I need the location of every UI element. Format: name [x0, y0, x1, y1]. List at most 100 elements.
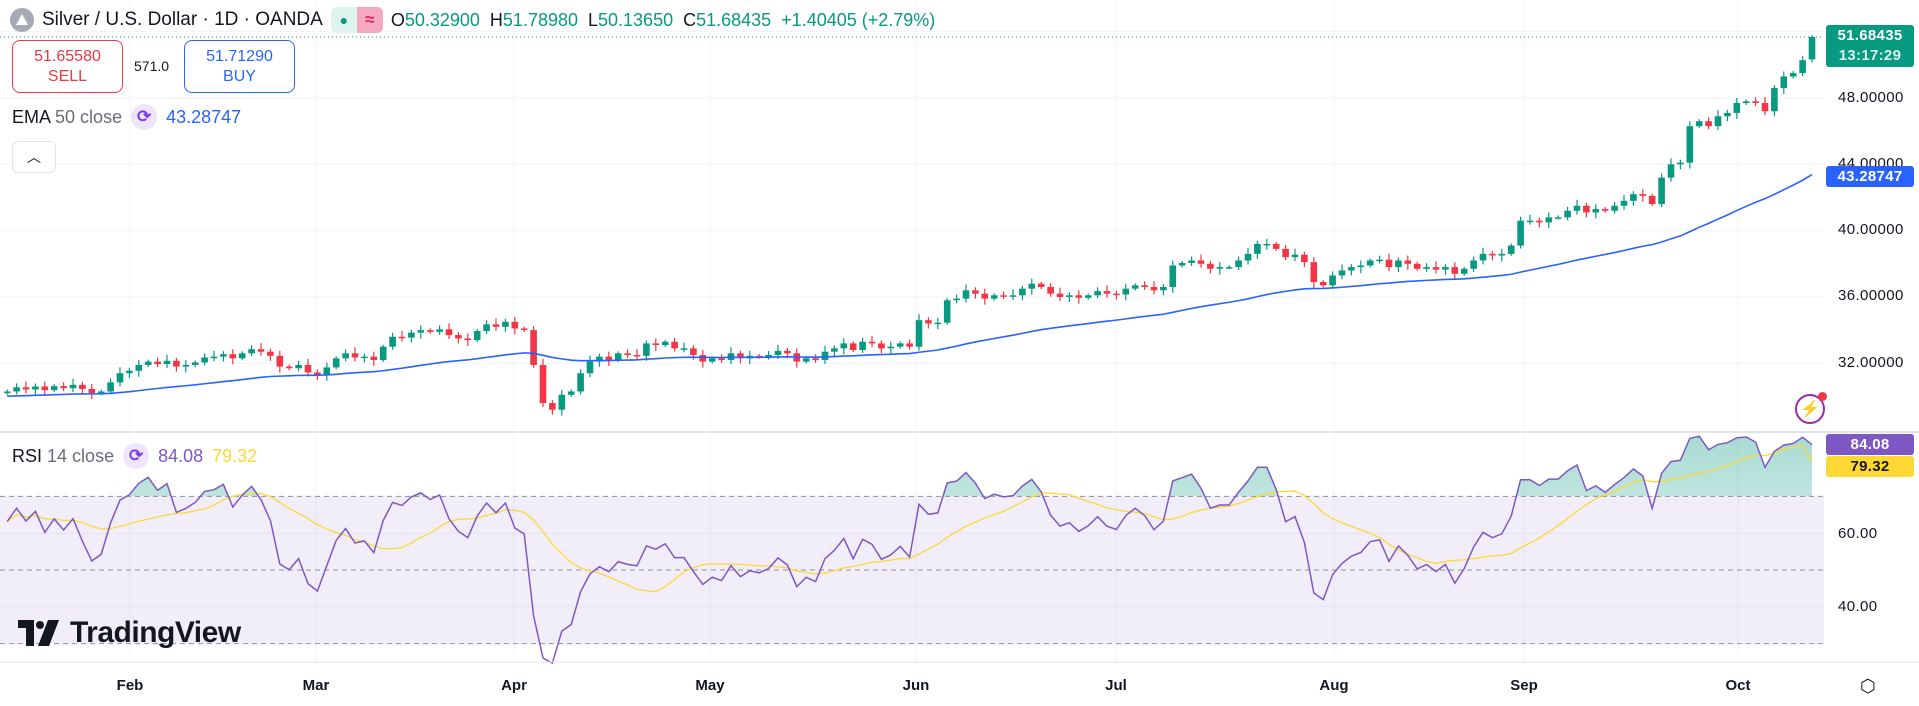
time-axis-label: Aug [1319, 677, 1349, 694]
candle-down [972, 290, 979, 294]
collapse-legend-button[interactable]: ︿ [12, 141, 56, 173]
candle-up [1724, 112, 1731, 117]
time-axis-label: Oct [1725, 677, 1751, 694]
rsi-legend[interactable]: RSI 14 close ⟳ 84.08 79.32 [12, 443, 257, 469]
ohlc-values: O50.32900 H51.78980 L50.13650 C51.68435 … [391, 10, 935, 31]
candle-down [1648, 195, 1656, 205]
time-axis-label: Jun [902, 677, 930, 694]
time-axis-label: Mar [302, 677, 330, 694]
candle-down [1103, 291, 1111, 294]
candle-up [567, 391, 575, 395]
ema-params: 50 close [55, 106, 123, 127]
candle-down [906, 343, 913, 347]
candle-down [426, 330, 434, 332]
candle-up [1357, 265, 1365, 268]
candle-down [925, 320, 932, 324]
bar-countdown: 13:17:29 [1838, 47, 1902, 64]
candle-down [398, 336, 406, 339]
candle-down [690, 348, 697, 355]
candle-down [229, 354, 237, 359]
refresh-icon[interactable]: ⟳ [123, 443, 150, 469]
candle-up [1667, 164, 1675, 178]
candle-up [210, 356, 218, 359]
tradingview-logo[interactable]: TradingView [18, 616, 241, 650]
candle-up [1677, 162, 1684, 165]
rsi-ma-tag: 79.32 [1826, 456, 1914, 477]
symbol-title[interactable]: Silver / U.S. Dollar · 1D · OANDA [42, 9, 323, 30]
candle-up [1263, 243, 1271, 246]
candle-up [1254, 243, 1261, 254]
status-pill[interactable]: ● ≈ [330, 7, 383, 33]
time-axis-label: Feb [116, 677, 144, 694]
candle-up [182, 364, 190, 367]
lightning-alert-icon[interactable]: ⚡ [1795, 392, 1827, 424]
candle-up [107, 382, 114, 392]
candle-up [191, 362, 199, 365]
candle-down [549, 403, 556, 410]
candle-up [1423, 267, 1430, 269]
candle-up [1742, 101, 1750, 103]
candle-down [1056, 293, 1064, 297]
candle-up [1630, 194, 1637, 201]
candle-up [887, 346, 895, 349]
last-price: 51.68435 [1837, 27, 1903, 44]
candle-up [661, 341, 669, 346]
price-axis-label: 48.00000 [1838, 89, 1904, 106]
candle-up [1564, 210, 1571, 218]
candle-up [596, 356, 603, 362]
candle-up [1498, 253, 1506, 256]
candle-down [1150, 287, 1158, 291]
candle-up [1066, 295, 1073, 297]
chart-settings-icon[interactable]: ⬡ [1860, 676, 1876, 696]
candle-up [1188, 260, 1195, 263]
ema-legend[interactable]: EMA 50 close ⟳ 43.28747 [12, 104, 241, 130]
candle-up [934, 322, 942, 325]
candle-up [408, 332, 415, 338]
candle-up [1620, 200, 1628, 206]
candle-down [633, 354, 641, 357]
buy-label: BUY [223, 67, 256, 85]
ema-value: 43.28747 [166, 106, 242, 127]
rsi-name: RSI [12, 445, 43, 466]
candle-up [1714, 116, 1722, 127]
watermark-text: TradingView [70, 616, 241, 649]
silver-coin-icon [10, 8, 34, 32]
candle-up [915, 320, 923, 347]
candle-up [577, 373, 584, 392]
candle-up [295, 364, 302, 369]
market-open-dot-icon[interactable]: ● [330, 7, 357, 33]
candle-up [1094, 291, 1101, 296]
candle-down [849, 343, 857, 351]
ema-price-tag: 43.28747 [1826, 166, 1914, 187]
candle-up [417, 330, 425, 333]
sell-button[interactable]: 51.65580 SELL [12, 40, 123, 93]
candle-up [1573, 205, 1581, 211]
candle-up [248, 349, 255, 354]
candle-down [154, 361, 161, 365]
candle-up [13, 387, 20, 392]
candle-up [1554, 217, 1562, 219]
price-axis-label: 36.00000 [1838, 287, 1904, 304]
candle-up [840, 343, 848, 349]
high-value: 51.78980 [502, 9, 578, 30]
candle-up [774, 350, 782, 355]
candle-up [361, 356, 368, 359]
buy-button[interactable]: 51.71290 BUY [184, 40, 295, 93]
candle-down [285, 366, 293, 369]
rsi-params: 14 close [47, 445, 115, 466]
data-delay-icon[interactable]: ≈ [356, 7, 383, 33]
candle-down [699, 354, 707, 362]
candle-down [981, 293, 989, 299]
time-axis-label: Apr [501, 677, 527, 694]
candle-up [1442, 267, 1449, 270]
candle-up [389, 336, 396, 347]
candle-up [1517, 220, 1524, 246]
candle-down [1075, 295, 1083, 298]
candle-up [1479, 253, 1487, 261]
price-axis-label: 40.00000 [1838, 221, 1904, 238]
refresh-icon[interactable]: ⟳ [131, 104, 158, 130]
candle-up [1799, 60, 1806, 74]
candle-up [558, 394, 566, 410]
candle-down [455, 335, 462, 339]
